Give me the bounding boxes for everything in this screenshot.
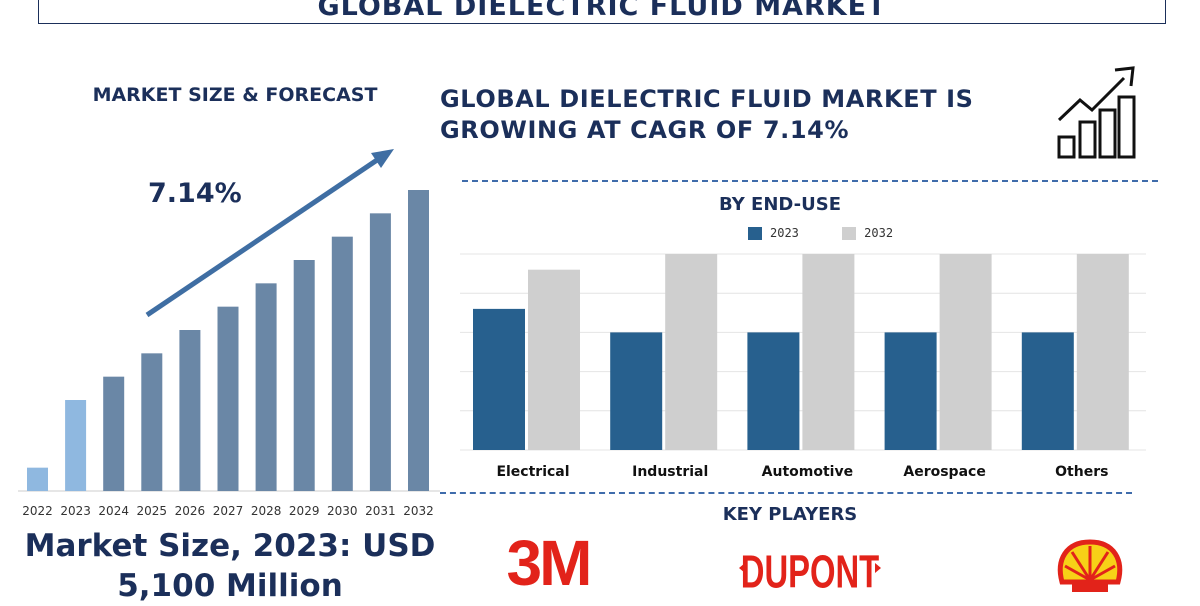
end-use-bar-industrial-2032 [665,254,718,450]
market-forecast-chart: 2022 2023 2024 2025 2026 2027 2028 2029 2030 2031… [18,149,440,518]
key-players-title: KEY PLAYERS [722,504,858,525]
growth-chart-icon [1057,66,1136,159]
market-size-line-2: 5,100 Million [117,568,343,604]
icon-bar-1 [1057,135,1076,159]
forecast-tick-2022: 2022 [22,504,53,518]
legend-swatch-2023 [748,227,762,240]
legend-item-2023: 2023 [748,226,799,240]
icon-trend-arrowhead [1114,66,1135,87]
legend-label-2023: 2023 [770,226,799,240]
forecast-bar-2032 [408,190,429,491]
title-banner: GLOBAL DIELECTRIC FLUID MARKET [38,0,1166,24]
forecast-bar-2023 [65,400,87,491]
dupont-left-mark [739,563,745,573]
headline-line-2: GROWING AT CAGR OF 7.14% [440,116,850,144]
forecast-tick-2023: 2023 [60,504,91,518]
forecast-bar-2031 [369,213,391,492]
end-use-label-electrical: Electrical [496,464,569,480]
end-use-bar-aerospace-2023 [884,332,937,450]
legend-label-2032: 2032 [864,226,894,240]
growth-arrow-head [371,149,394,168]
forecast-bar-2025 [141,353,163,491]
forecast-bar-2029 [293,260,315,491]
icon-trend-line [1057,76,1126,122]
forecast-tick-2025: 2025 [137,504,168,518]
forecast-tick-2032: 2032 [403,504,434,518]
forecast-tick-2026: 2026 [175,504,206,518]
dupont-right-mark [875,563,881,573]
forecast-bar-2022 [27,467,48,491]
icon-bar-4 [1117,95,1136,159]
end-use-bar-others-2032 [1076,254,1129,450]
end-use-chart: Electrical Industrial Automotive Aerospace O… [460,253,1146,480]
headline-line-1: GLOBAL DIELECTRIC FLUID MARKET IS [440,85,974,113]
logo-3m: 3M [507,527,590,599]
logo-dupont: DUPONT [739,547,881,598]
end-use-bar-others-2023 [1021,332,1074,450]
market-size-heading: MARKET SIZE & FORECAST [92,84,378,106]
market-size-line-1: Market Size, 2023: USD [24,528,436,564]
end-use-bar-industrial-2023 [610,332,663,450]
growth-arrow-line [145,153,385,318]
market-size-summary: Market Size, 2023: USD 5,100 Million [0,526,460,606]
forecast-tick-2030: 2030 [327,504,358,518]
end-use-bar-automotive-2023 [747,332,800,450]
forecast-tick-2027: 2027 [213,504,244,518]
page-title: GLOBAL DIELECTRIC FLUID MARKET [317,0,887,22]
legend-item-2032: 2032 [842,226,893,240]
end-use-bar-electrical-2032 [528,269,580,450]
end-use-title: BY END-USE [718,194,842,215]
forecast-tick-2031: 2031 [365,504,396,518]
forecast-tick-2028: 2028 [251,504,282,518]
legend-swatch-2032 [842,227,857,240]
forecast-bar-2028 [255,283,277,491]
icon-bar-2 [1078,120,1097,159]
icon-bar-3 [1098,108,1117,159]
forecast-bar-2024 [103,376,125,491]
headline: GLOBAL DIELECTRIC FLUID MARKET IS GROWIN… [440,84,1040,146]
end-use-legend: 2023 2032 [748,226,929,240]
divider-bottom [440,492,1132,494]
dupont-wordmark: DUPONT [741,547,879,598]
end-use-label-automotive: Automotive [762,464,853,480]
end-use-label-aerospace: Aerospace [903,464,985,480]
forecast-bar-2027 [217,306,239,491]
forecast-bar-2026 [179,330,201,491]
forecast-tick-2029: 2029 [289,504,320,518]
forecast-tick-2024: 2024 [98,504,129,518]
shell-logo-icon [1057,539,1123,592]
end-use-label-others: Others [1055,464,1108,480]
end-use-bar-aerospace-2032 [939,254,992,450]
end-use-bar-electrical-2023 [473,308,525,450]
end-use-label-industrial: Industrial [632,464,708,480]
cagr-annotation: 7.14% [148,178,242,209]
divider-top [462,180,1158,182]
end-use-bar-automotive-2032 [802,254,855,450]
forecast-bar-2030 [331,236,353,491]
